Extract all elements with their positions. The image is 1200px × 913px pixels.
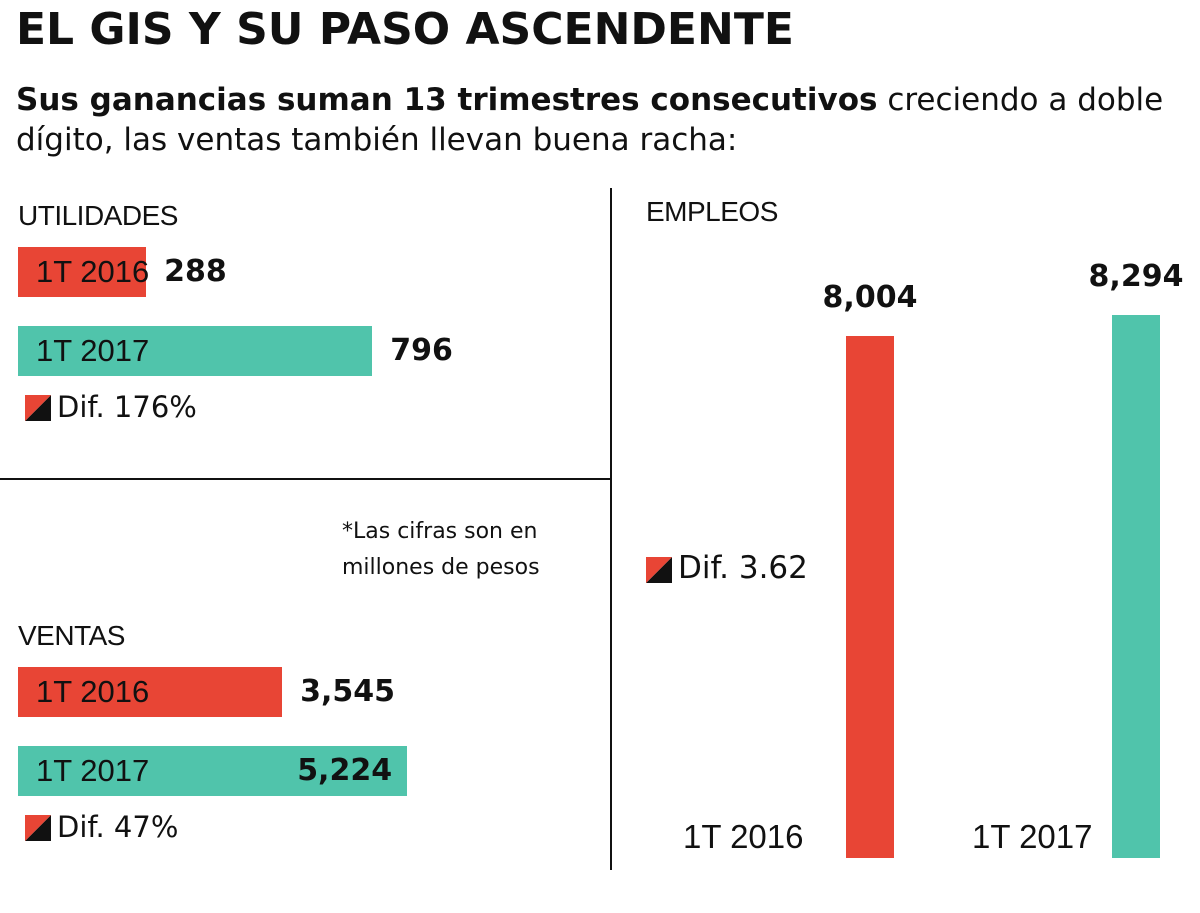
empleos-bar-label-2016: 1T 2016 [683, 818, 804, 855]
vertical-divider [610, 188, 612, 870]
utilidades-value-2017: 796 [390, 333, 453, 368]
utilidades-bar-2017 [18, 326, 373, 376]
diagonal-arrow-icon [646, 555, 672, 583]
ventas-bar-label-2016: 1T 2016 [36, 674, 150, 709]
horizontal-divider [0, 478, 611, 480]
ventas-difference: Dif. 47% [25, 810, 178, 844]
utilidades-difference-text: Dif. 176% [57, 390, 197, 424]
units-note-line2: millones de pesos [342, 555, 540, 580]
empleos-bar-2016 [846, 335, 894, 858]
chart-title: EL GIS Y SU PASO ASCENDENTE [16, 4, 794, 55]
ventas-bar-2017 [18, 746, 408, 796]
diagonal-arrow-icon [25, 394, 51, 421]
empleos-difference: Dif. 3.62 [646, 550, 808, 586]
empleos-bar-2017 [1112, 315, 1160, 858]
subtitle-bold: Sus ganancias suman 13 trimestres consec… [16, 82, 878, 118]
ventas-bar-2016 [18, 667, 283, 717]
empleos-value-2016: 8,004 [822, 279, 918, 315]
ventas-value-2016: 3,545 [300, 674, 395, 709]
units-note-line1: *Las cifras son en [342, 519, 538, 544]
utilidades-bar-2016 [18, 247, 147, 297]
utilidades-difference: Dif. 176% [25, 390, 197, 424]
utilidades-title: UTILIDADES [18, 200, 178, 231]
ventas-title: VENTAS [18, 620, 125, 651]
utilidades-bar-label-2016: 1T 2016 [36, 254, 150, 289]
empleos-difference-text: Dif. 3.62 [678, 550, 808, 586]
ventas-difference-text: Dif. 47% [57, 810, 179, 844]
utilidades-value-2016: 288 [164, 254, 227, 289]
ventas-value-2017: 5,224 [297, 753, 393, 788]
ventas-bar-label-2017: 1T 2017 [36, 753, 150, 788]
empleos-value-2017: 8,294 [1088, 259, 1184, 295]
subtitle-rest: creciendo a doble dígito, las ventas tam… [16, 82, 1164, 158]
units-note: *Las cifras son en millones de pesos [342, 514, 540, 586]
chart-subtitle: Sus ganancias suman 13 trimestres consec… [16, 80, 1196, 160]
utilidades-bar-label-2017: 1T 2017 [36, 333, 150, 368]
empleos-bar-label-2017: 1T 2017 [972, 818, 1093, 855]
empleos-title: EMPLEOS [646, 196, 778, 227]
diagonal-arrow-icon [25, 814, 51, 841]
